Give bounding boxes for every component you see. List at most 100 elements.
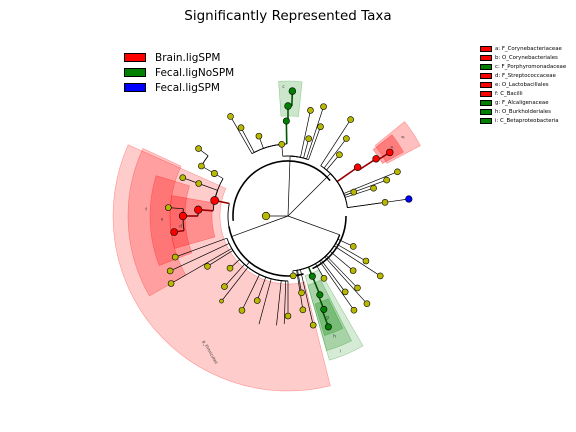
clade-legend-label: f: C_Bacilli (495, 90, 523, 97)
legend-item-fecal-ligspm: Fecal.ligSPM (124, 80, 234, 95)
tree-branch (320, 119, 351, 166)
tree-node (167, 280, 175, 287)
tree-node (219, 298, 224, 304)
tree-node (288, 87, 297, 95)
tree-node (354, 284, 361, 292)
tree-node (299, 306, 307, 314)
tree-branch (329, 251, 354, 271)
tree-node (309, 321, 317, 329)
highlight-sector (278, 80, 303, 117)
clade-legend-item: h: O_Burkholderiales (480, 107, 566, 116)
tree-arc (253, 143, 282, 153)
clade-legend-item: b: O_Corynebacteriales (480, 53, 566, 62)
tree-branch (224, 264, 245, 287)
tree-node (316, 291, 324, 299)
tree-node (170, 228, 178, 236)
tree-branch (325, 255, 358, 289)
tree-branch (283, 280, 287, 324)
tree-node (226, 264, 234, 272)
tree-node (363, 300, 371, 307)
clade-legend-label: a: F_Corynebacteriaceae (495, 45, 562, 52)
tree-node (370, 184, 377, 192)
sector-label: f (145, 207, 147, 212)
tree-branch (308, 126, 321, 160)
tree-node (171, 253, 179, 261)
tree-branch (258, 278, 272, 325)
clade-legend-item: i: C_Betaproteobacteria (480, 116, 566, 125)
clade-swatch (480, 81, 492, 88)
tree-branch (333, 245, 381, 277)
tree-node (405, 195, 413, 203)
tree-node (278, 140, 286, 148)
tree-node (179, 174, 187, 181)
tree-branch (287, 215, 340, 236)
tree-node (383, 176, 390, 184)
tree-arc (330, 173, 345, 196)
tree-branch (240, 127, 255, 153)
tree-arc (290, 155, 301, 158)
tree-arc (320, 165, 331, 174)
tree-node (341, 288, 349, 296)
tree-node (347, 116, 354, 123)
tree-node (284, 312, 292, 320)
chart-title: Significantly Represented Taxa (184, 8, 392, 24)
sector-label: e (161, 216, 164, 221)
clade-swatch (480, 63, 492, 70)
clade-swatch (480, 117, 492, 124)
class-legend: Brain.ligSPM Fecal.ligNoSPM Fecal.ligSPM (124, 50, 234, 95)
sector-label: a (389, 144, 395, 149)
sector-label: h (333, 333, 336, 338)
tree-arc (245, 265, 286, 282)
tree-branch (347, 198, 409, 208)
tree-branch (221, 267, 249, 302)
clade-legend-label: b: O_Corynebacteriales (495, 54, 558, 61)
tree-node (164, 204, 172, 211)
tree-node (349, 243, 357, 250)
tree-arc (330, 173, 348, 208)
tree-node (362, 257, 370, 265)
tree-node (308, 272, 316, 280)
clade-legend-item: a: F_Corynebacteriaceae (480, 44, 566, 53)
sector-label: d (179, 223, 182, 228)
legend-label: Brain.ligSPM (155, 51, 221, 64)
tree-node (386, 148, 394, 157)
tree-branch (276, 280, 282, 326)
clade-legend-label: d: F_Streptococcaceae (495, 72, 556, 79)
clade-legend-label: e: O_Lactobacillales (495, 81, 549, 88)
clade-swatch (480, 90, 492, 97)
clade-legend-item: e: O_Lactobacillales (480, 80, 566, 89)
tree-branch (175, 237, 228, 258)
tree-branch (303, 138, 310, 159)
tree-branch (300, 110, 311, 158)
clade-legend-label: c: F_Porphyromonadaceae (495, 63, 567, 70)
legend-item-brain-ligspm: Brain.ligSPM (124, 50, 234, 65)
tree-branch (198, 183, 218, 191)
tree-node (336, 151, 343, 159)
clade-swatch (480, 45, 492, 52)
clade-legend-label: i: C_Betaproteobacteria (495, 117, 559, 124)
tree-node (305, 135, 313, 143)
clade-legend: a: F_Corynebacteriaceae b: O_Corynebacte… (480, 44, 566, 125)
tree-node (204, 263, 211, 270)
tree-node (221, 283, 228, 290)
tree-arc (330, 173, 345, 194)
legend-label: Fecal.ligSPM (155, 81, 220, 94)
tree-branch (344, 187, 374, 198)
tree-branch (336, 166, 359, 183)
clade-legend-item: f: C_Bacilli (480, 89, 566, 98)
tree-node (284, 102, 292, 110)
clade-legend-item: c: F_Porphyromonadaceae (480, 62, 566, 71)
tree-branch (306, 106, 324, 160)
tree-node (282, 117, 290, 125)
tree-branch (320, 259, 346, 293)
tree-branch (287, 173, 331, 217)
tree-branch (230, 116, 253, 154)
tree-arc (330, 173, 345, 196)
tree-arc (251, 143, 282, 155)
phylum-arc (232, 160, 331, 221)
clade-swatch (480, 54, 492, 61)
tree-arc (231, 248, 247, 267)
tree-node (238, 307, 246, 314)
tree-node (178, 211, 188, 221)
